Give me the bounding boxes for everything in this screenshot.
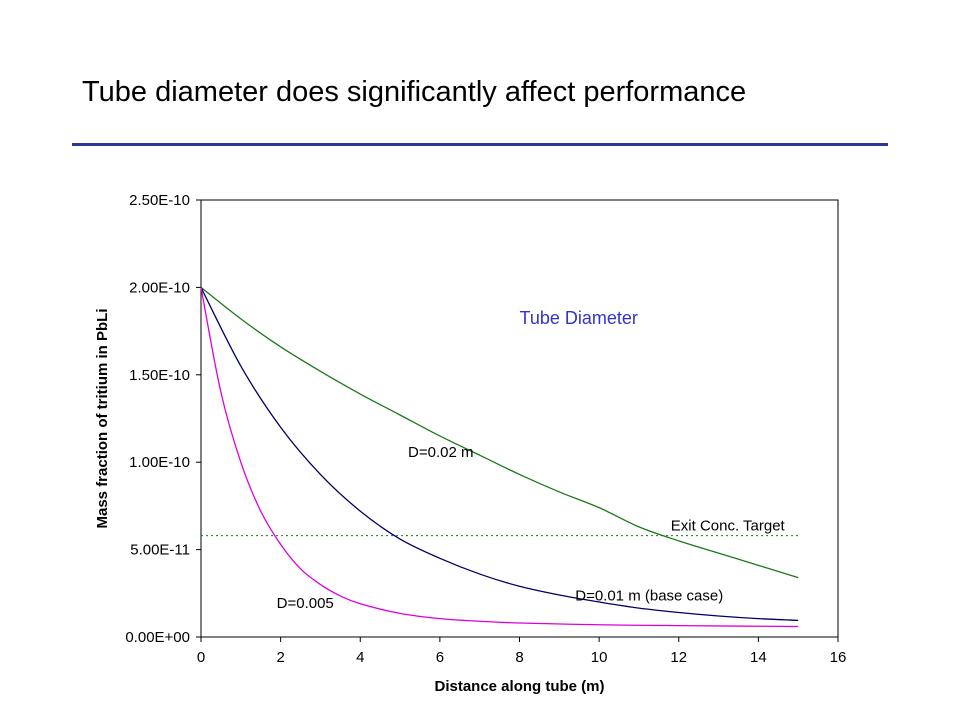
y-tick-label: 1.50E-10 [129,367,190,384]
annotation-exit-conc-target: Exit Conc. Target [671,517,786,534]
x-tick-label: 16 [830,649,847,666]
title-underline [72,143,888,146]
y-tick-label: 0.00E+00 [125,629,190,646]
x-axis-label: Distance along tube (m) [434,678,604,695]
x-tick-label: 10 [591,649,608,666]
y-tick-label: 5.00E-11 [130,542,190,559]
y-tick-label: 1.00E-10 [129,454,190,471]
series-line-d-0-005 [200,287,799,628]
y-tick-label: 2.00E-10 [129,279,190,296]
plot-area-frame [200,199,839,638]
series-line-d-0-02-m [200,286,799,579]
annotation-d-0-02-m: D=0.02 m [408,444,473,461]
x-tick-label: 6 [436,649,444,666]
series-layer [200,286,799,628]
x-tick-label: 12 [670,649,687,666]
slide-title: Tube diameter does significantly affect … [82,76,747,108]
x-tick-label: 0 [197,649,205,666]
x-tick-label: 2 [276,649,284,666]
annotation-d-0-01-m-base-case: D=0.01 m (base case) [575,587,723,604]
y-tick-label: 2.50E-10 [129,192,190,209]
series-line-d-0-01-m-base-case [200,287,799,622]
x-axis: 0 2 4 6 8 10 12 14 16 [197,637,847,666]
x-tick-label: 8 [515,649,523,666]
legend-title: Tube Diameter [520,308,638,328]
annotation-layer: D=0.02 m Exit Conc. Target D=0.01 m (base … [277,308,786,612]
y-axis: 0.00E+00 5.00E-11 1.00E-10 1.50E-10 2.00E-10… [125,192,201,646]
x-tick-label: 14 [750,649,767,666]
x-tick-label: 4 [356,649,364,666]
annotation-d-0-005: D=0.005 [277,595,334,612]
y-axis-label: Mass fraction of tritium in PbLi [94,308,111,528]
